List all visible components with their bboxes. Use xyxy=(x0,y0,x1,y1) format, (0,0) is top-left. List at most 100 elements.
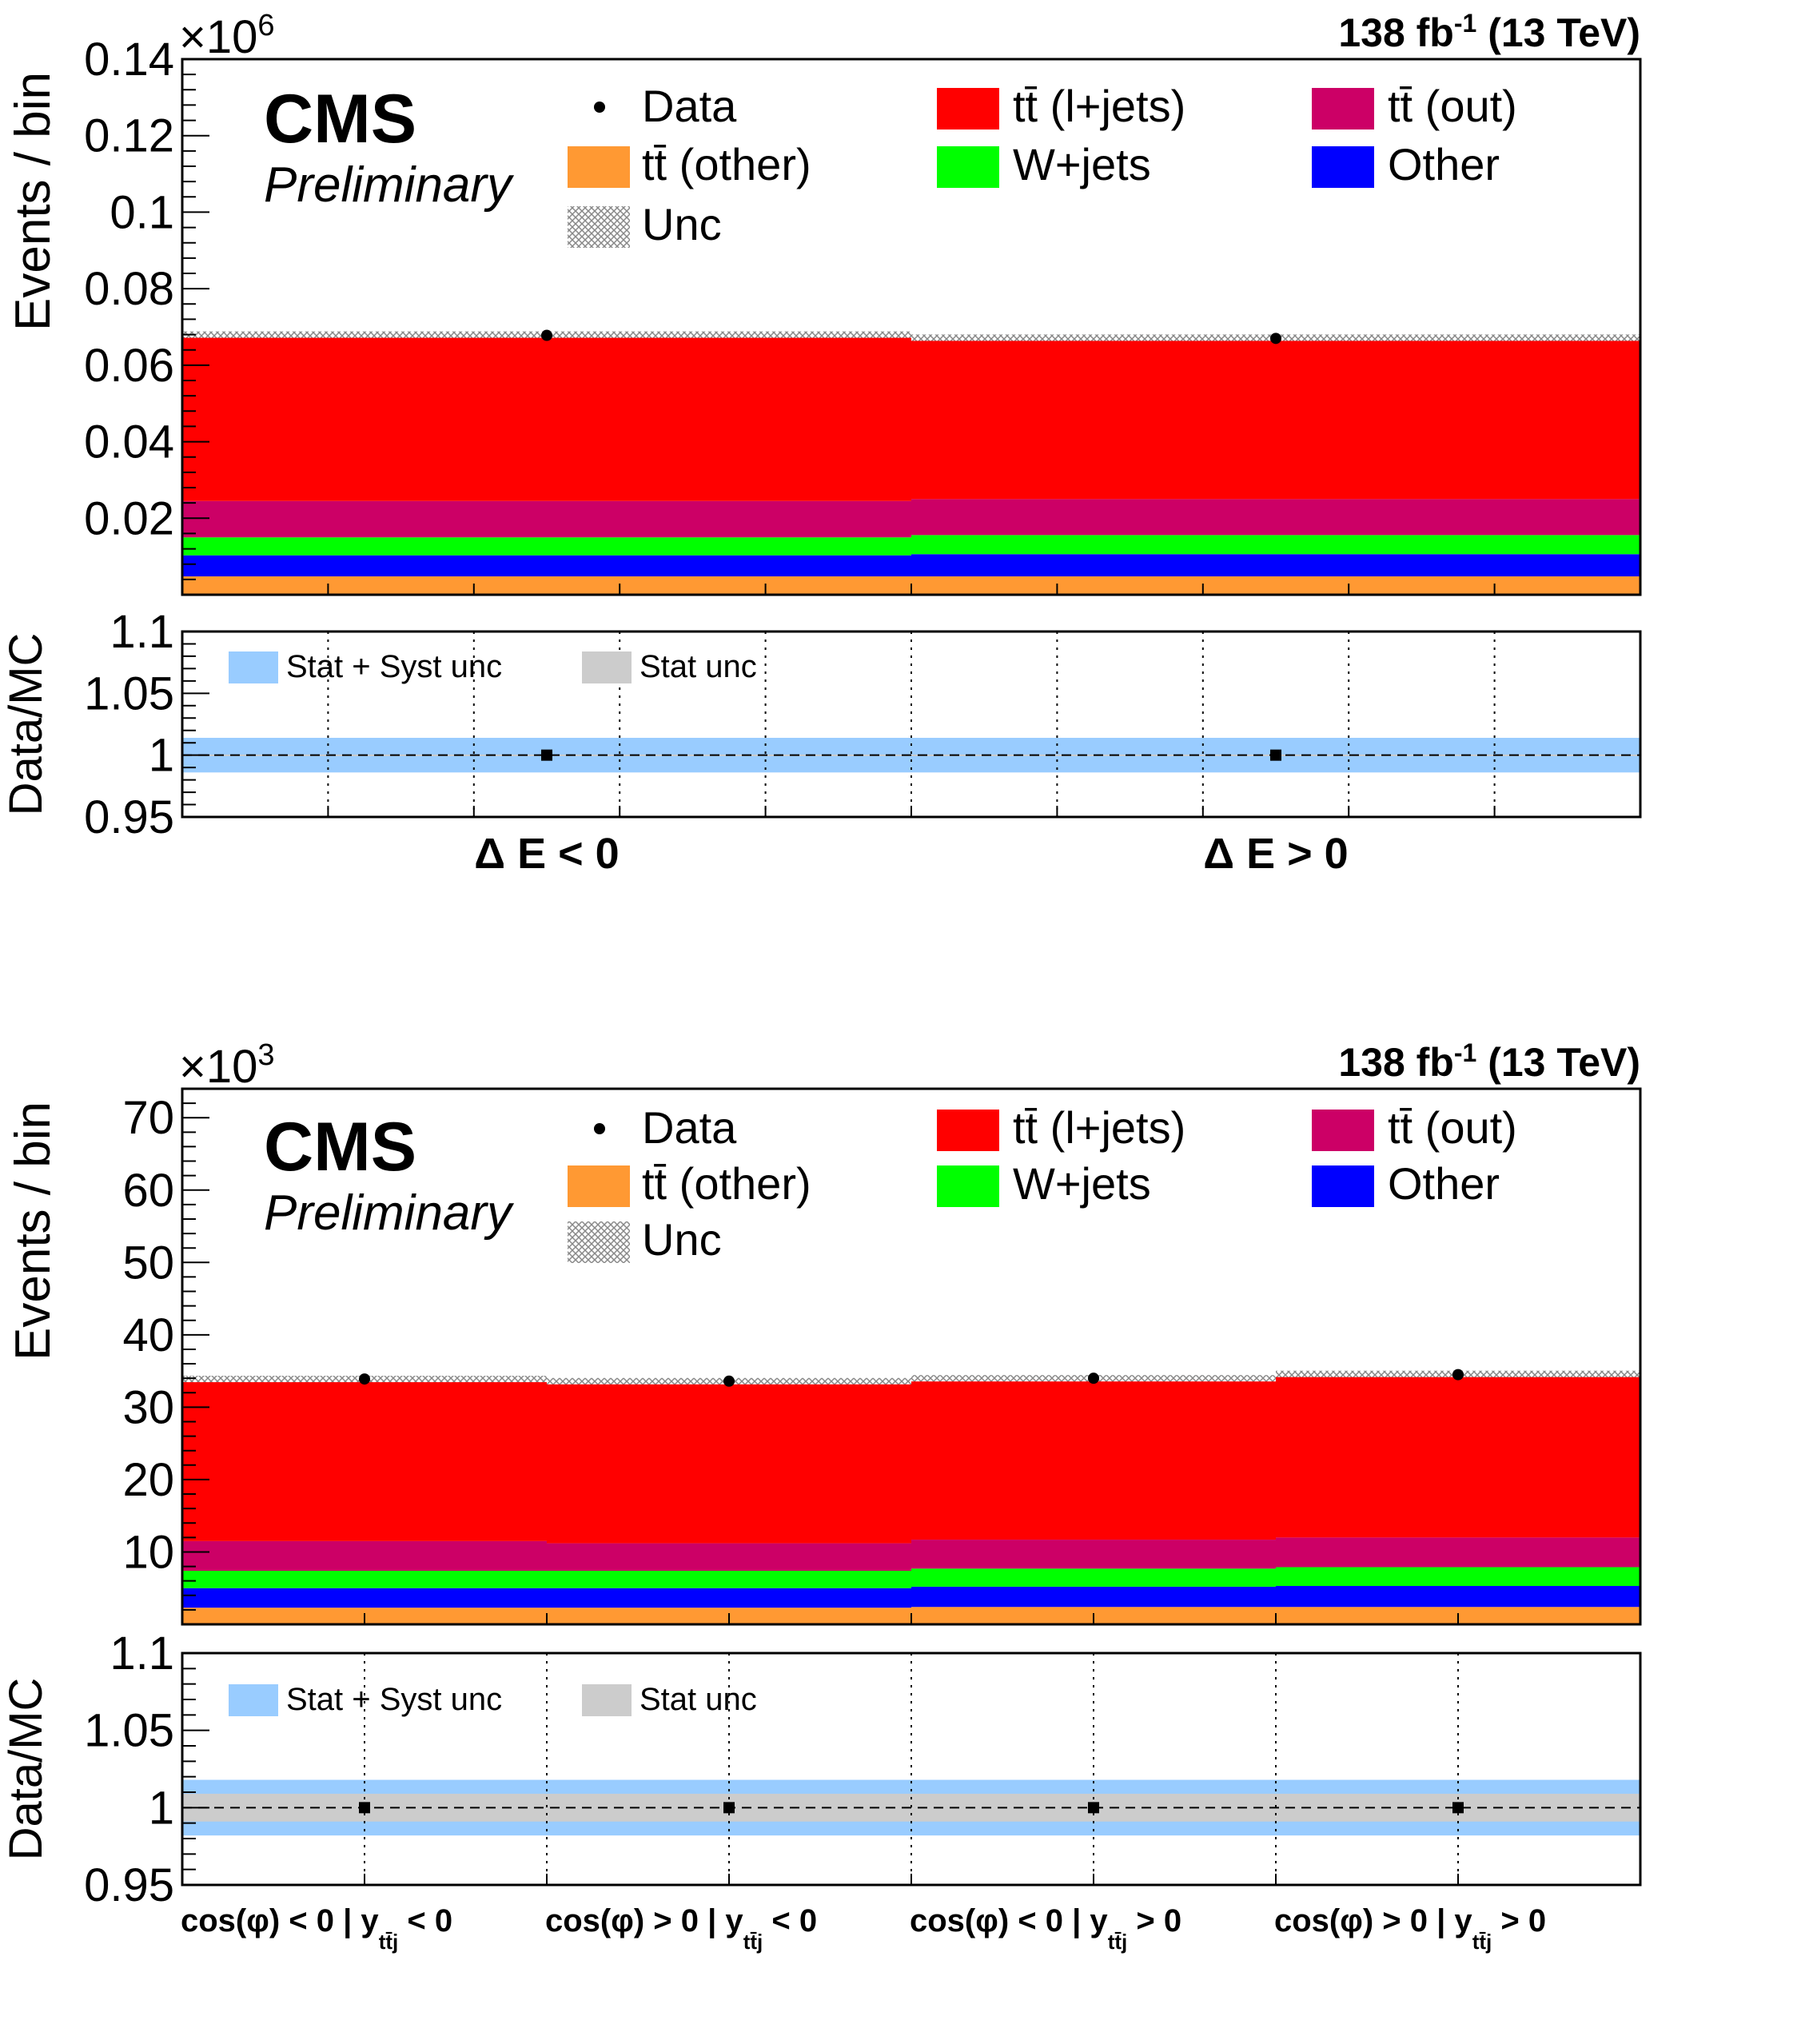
data-point xyxy=(1270,333,1281,345)
panel-2-scale-label: ×103 xyxy=(179,1038,275,1093)
x-category-label: cos(φ) < 0 | ytt̄j > 0 xyxy=(910,1903,1181,1954)
legend-tt-ljets-swatch xyxy=(937,88,999,129)
data-point xyxy=(1088,1373,1099,1385)
bar-other xyxy=(182,555,911,577)
bar-wjets xyxy=(547,1571,911,1588)
bar-tt-ljets xyxy=(911,1378,1276,1540)
panel-1-lumi-label: 138 fb-1 (13 TeV) xyxy=(1338,9,1640,55)
panel-1-ratio-ylabel: Data/MC xyxy=(0,633,52,816)
panel-1-preliminary-label: Preliminary xyxy=(264,157,515,213)
bar-tt-out xyxy=(182,500,911,538)
legend-tt-out-swatch xyxy=(1312,1110,1374,1151)
legend-unc-label: Unc xyxy=(642,199,722,249)
legend-tt-other-swatch xyxy=(568,146,630,188)
panel-2-y-ticks: 10 20 30 40 50 60 70 xyxy=(122,1088,209,1611)
panel-1-legend: Data tt̄ (l+jets) tt̄ (out) tt̄ (other) … xyxy=(568,81,1517,249)
ratio-point xyxy=(1270,749,1281,761)
bar-tt-ljets xyxy=(182,1379,547,1541)
ratio-y-tick-label: 0.95 xyxy=(84,1859,174,1911)
data-point xyxy=(359,1373,370,1385)
panel-2-main-frame xyxy=(181,1087,1642,1626)
legend-other-label: Other xyxy=(1388,139,1500,189)
panel-2-cms-label: CMS xyxy=(264,1109,416,1185)
panel-1-ylabel: Events / bin xyxy=(6,72,61,331)
panel-1-ratio-frame xyxy=(181,630,1642,819)
ratio-legend-stat-syst-label: Stat + Syst unc xyxy=(286,1682,502,1717)
ratio-y-tick-label: 1 xyxy=(149,1782,174,1834)
legend-tt-other-label: tt̄ (other) xyxy=(642,1158,811,1209)
y-tick-label: 50 xyxy=(122,1237,174,1289)
ratio-point xyxy=(1088,1802,1099,1814)
legend-wjets-swatch xyxy=(937,1165,999,1207)
panel-1-y-ticks: 0.02 0.04 0.06 0.08 0.1 0.12 0.14 xyxy=(84,34,209,580)
legend-tt-out-label: tt̄ (out) xyxy=(1388,1102,1517,1153)
y-tick-label: 0.04 xyxy=(84,416,174,468)
y-tick-label: 70 xyxy=(122,1092,174,1144)
legend-unc-swatch xyxy=(568,206,630,248)
legend-tt-other-swatch xyxy=(568,1165,630,1207)
panel-2-x-labels: cos(φ) < 0 | ytt̄j < 0 cos(φ) > 0 | ytt̄j… xyxy=(181,1903,1546,1954)
y-tick-label: 10 xyxy=(122,1526,174,1578)
x-category-label: cos(φ) > 0 | ytt̄j > 0 xyxy=(1274,1903,1546,1954)
bar-tt-ljets xyxy=(547,1381,911,1544)
panel-1-scale-exponent: 6 xyxy=(257,9,274,42)
data-point xyxy=(541,329,552,341)
data-point xyxy=(1452,1369,1464,1381)
ratio-y-tick-label: 1 xyxy=(149,730,174,782)
panel-2-scale-exponent: 3 xyxy=(257,1038,274,1072)
legend-wjets-swatch xyxy=(937,146,999,188)
ratio-point xyxy=(1452,1802,1464,1814)
ratio-y-tick-label: 1.05 xyxy=(84,1705,174,1757)
ratio-legend-stat-syst-swatch xyxy=(229,1684,278,1716)
legend-other-swatch xyxy=(1312,1165,1374,1207)
panel-2-ratio-content xyxy=(181,1653,1641,1885)
bar-tt-out xyxy=(182,1540,547,1571)
ratio-legend-stat-syst-label: Stat + Syst unc xyxy=(286,649,502,684)
ratio-legend-stat-syst-swatch xyxy=(229,651,278,683)
y-tick-label: 0.1 xyxy=(110,186,174,238)
ratio-y-tick-label: 1.1 xyxy=(110,1628,174,1679)
x-category-label: cos(φ) > 0 | ytt̄j < 0 xyxy=(545,1903,817,1954)
legend-tt-ljets-label: tt̄ (l+jets) xyxy=(1013,1102,1185,1153)
y-tick-label: 0.02 xyxy=(84,492,174,544)
y-tick-label: 0.12 xyxy=(84,110,174,162)
panel-2-lumi-exponent: -1 xyxy=(1454,1038,1476,1067)
bar-tt-ljets xyxy=(182,334,911,501)
panel-2-ylabel: Events / bin xyxy=(6,1102,61,1361)
bar-other xyxy=(547,1588,911,1608)
legend-tt-out-label: tt̄ (out) xyxy=(1388,81,1517,131)
ratio-legend-stat-swatch xyxy=(582,1684,632,1716)
ratio-y-tick-label: 1.05 xyxy=(84,667,174,719)
panel-1-ratio-legend: Stat + Syst unc Stat unc xyxy=(229,649,757,684)
bar-tt-ljets xyxy=(1276,1373,1640,1538)
bar-tt-ljets xyxy=(911,337,1640,500)
legend-tt-ljets-swatch xyxy=(937,1110,999,1151)
panel-2-lumi-label: 138 fb-1 (13 TeV) xyxy=(1338,1038,1640,1085)
panel-1-ratio-content xyxy=(181,632,1641,817)
data-point xyxy=(723,1375,735,1387)
legend-unc-swatch xyxy=(568,1221,630,1263)
y-tick-label: 60 xyxy=(122,1165,174,1217)
panel-1-cms-label: CMS xyxy=(264,81,416,157)
x-category-label: cos(φ) < 0 | ytt̄j < 0 xyxy=(181,1903,452,1954)
legend-data-marker xyxy=(594,102,605,113)
ratio-point xyxy=(541,749,552,761)
legend-tt-ljets-label: tt̄ (l+jets) xyxy=(1013,81,1185,131)
legend-unc-label: Unc xyxy=(642,1214,722,1265)
panel-1-scale-label: ×106 xyxy=(179,9,275,63)
y-tick-label: 30 xyxy=(122,1381,174,1433)
panel-2-legend: Data tt̄ (l+jets) tt̄ (out) tt̄ (other) … xyxy=(568,1102,1517,1265)
legend-data-marker xyxy=(594,1123,605,1134)
legend-data-label: Data xyxy=(642,1102,737,1153)
legend-data-label: Data xyxy=(642,81,737,131)
legend-tt-out-swatch xyxy=(1312,88,1374,129)
bar-other xyxy=(182,1588,547,1608)
legend-other-swatch xyxy=(1312,146,1374,188)
y-tick-label: 0.08 xyxy=(84,263,174,315)
panel-2-ratio-ylabel: Data/MC xyxy=(0,1678,52,1861)
panel-2-ratio-frame xyxy=(181,1652,1642,1887)
bar-wjets xyxy=(1276,1567,1640,1587)
y-tick-label: 40 xyxy=(122,1309,174,1361)
ratio-y-tick-label: 1.1 xyxy=(110,606,174,658)
